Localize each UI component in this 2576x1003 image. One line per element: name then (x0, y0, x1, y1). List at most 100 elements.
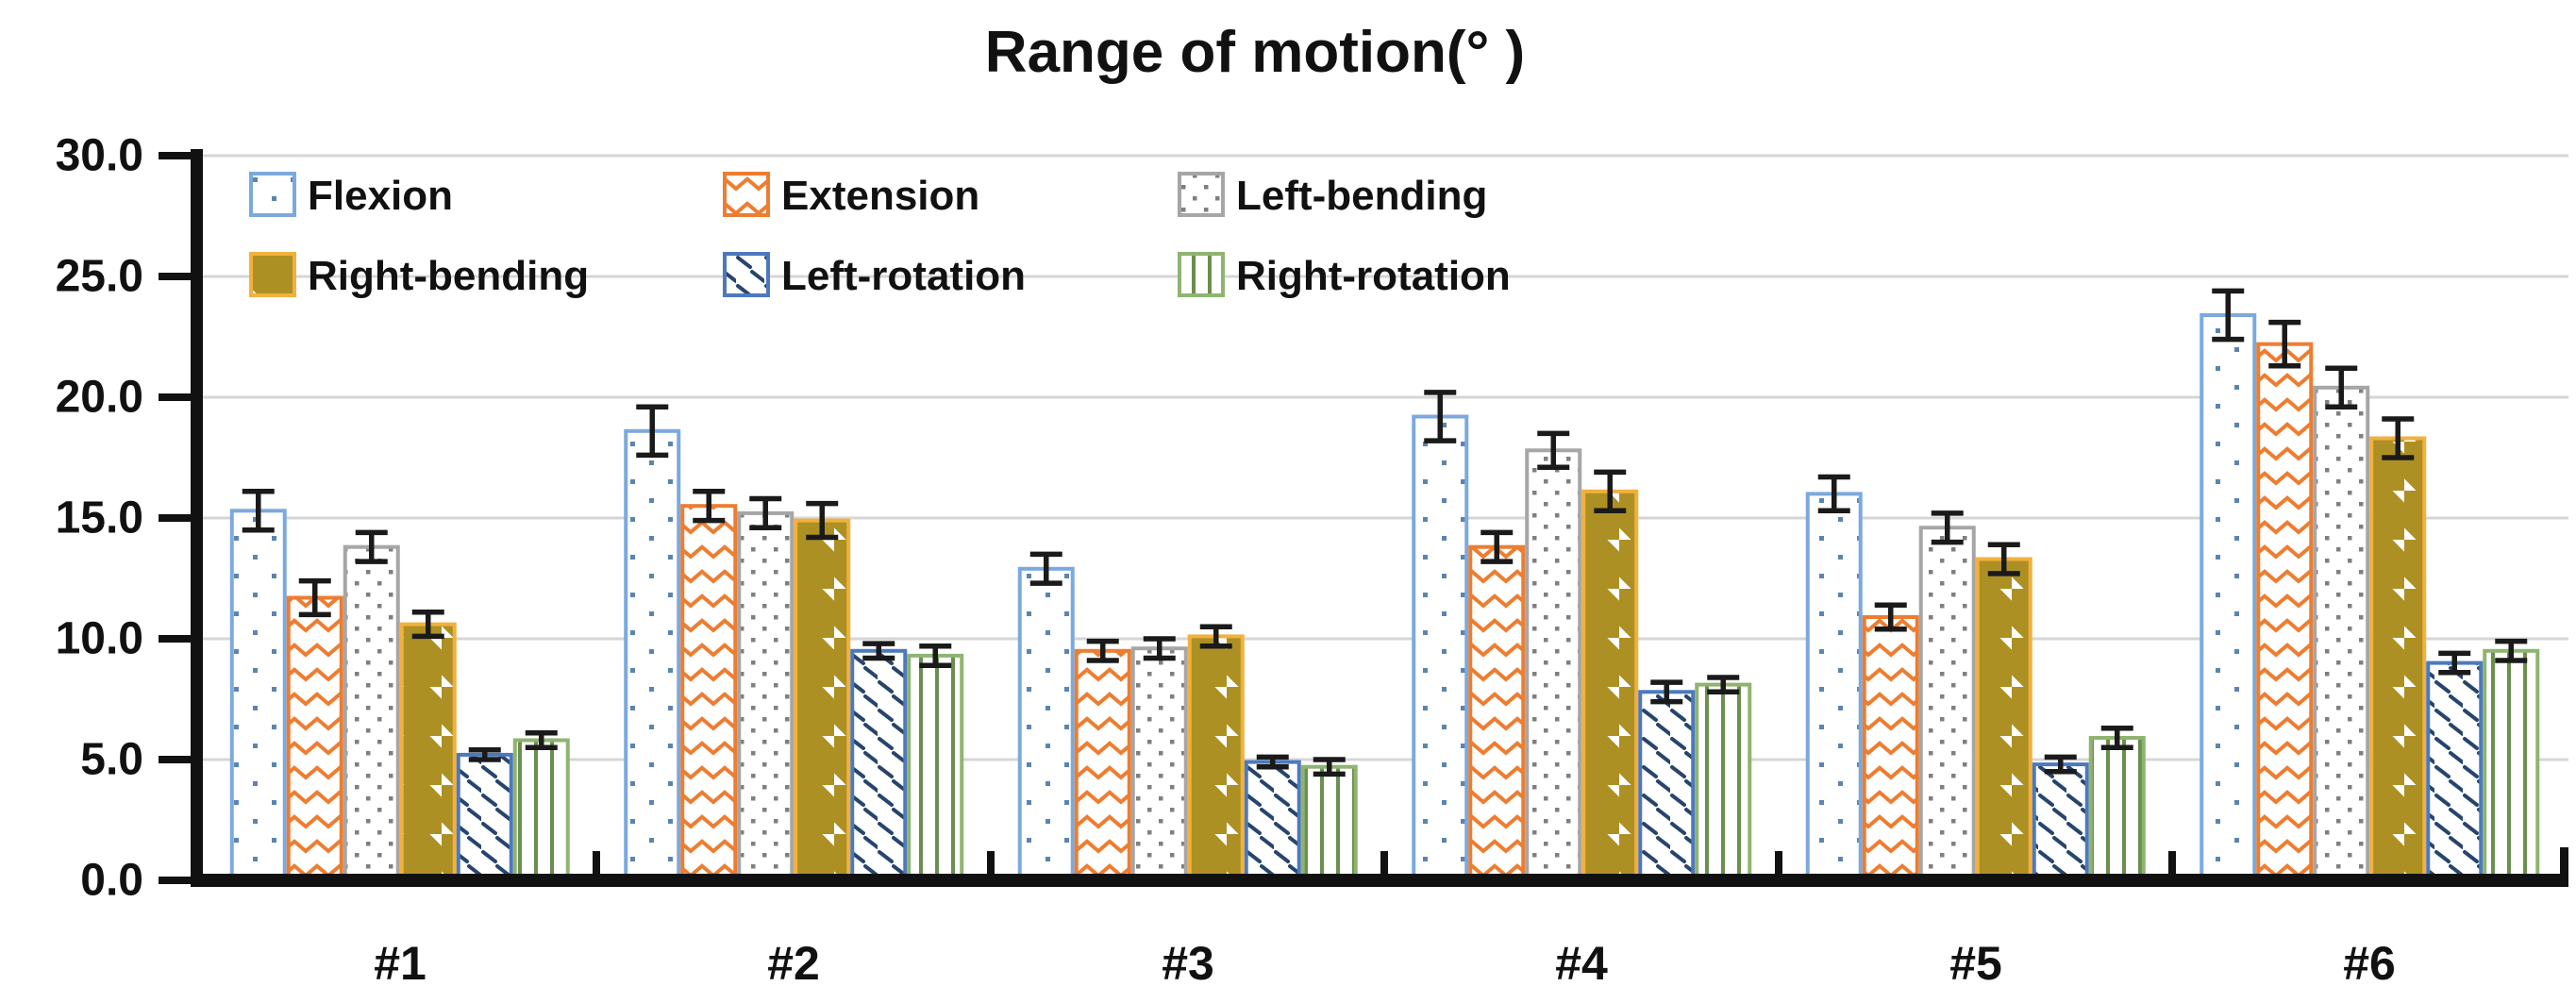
x-axis-end-stub (2560, 847, 2568, 874)
legend-label-left-rotation: Left-rotation (781, 253, 1026, 299)
bar-flexion--6 (2200, 313, 2257, 879)
bar-right-rotation--3 (1300, 764, 1358, 880)
x-label-5: #5 (1949, 937, 2002, 990)
error-bar-left-rotation--1 (468, 747, 501, 762)
bar-right-rotation--4 (1695, 682, 1752, 879)
bar-right-rotation--1 (512, 738, 570, 879)
error-bar-extension--4 (1480, 529, 1514, 564)
error-bar-right-bending--3 (1199, 624, 1232, 649)
error-bar-right-bending--6 (2382, 416, 2415, 460)
x-label-1: #1 (374, 937, 427, 990)
error-bar-right-bending--2 (806, 500, 839, 541)
bar-extension--5 (1862, 615, 1919, 879)
x-separator-2 (987, 851, 995, 874)
error-bar-flexion--1 (242, 489, 275, 533)
legend-label-left-bending: Left-bending (1236, 173, 1487, 219)
error-bar-flexion--4 (1424, 390, 1457, 443)
bar-right-bending--6 (2369, 436, 2427, 879)
bar-left-bending--2 (737, 510, 795, 880)
bar-extension--3 (1074, 648, 1131, 879)
error-bar-left-bending--2 (749, 495, 782, 530)
bar-right-rotation--5 (2088, 736, 2146, 879)
error-bar-right-rotation--1 (525, 730, 558, 750)
bar-extension--6 (2256, 342, 2314, 879)
error-bar-flexion--2 (636, 404, 669, 459)
x-label-3: #3 (1162, 937, 1214, 990)
error-bar-left-rotation--6 (2438, 650, 2471, 676)
error-bar-right-rotation--5 (2100, 725, 2133, 750)
legend-item-flexion: Flexion (249, 172, 453, 219)
x-separator-5 (2168, 851, 2176, 874)
y-label-25: 25.0 (56, 252, 143, 302)
bar-right-rotation--6 (2483, 648, 2540, 879)
bar-extension--1 (286, 595, 343, 879)
legend-swatch-extension-icon (723, 172, 770, 217)
bar-flexion--2 (624, 428, 681, 879)
bar-left-bending--3 (1130, 646, 1188, 880)
bar-right-bending--5 (1975, 557, 2032, 879)
error-bar-left-bending--6 (2325, 365, 2358, 410)
bar-right-bending--3 (1187, 634, 1245, 880)
bar-left-rotation--1 (456, 752, 513, 880)
error-bar-extension--5 (1874, 602, 1907, 632)
legend-item-right-bending: Right-bending (249, 252, 589, 299)
bar-left-rotation--5 (2032, 762, 2089, 879)
error-bar-left-rotation--2 (862, 641, 895, 661)
legend-item-left-rotation: Left-rotation (723, 252, 1026, 299)
y-tick-5 (159, 756, 196, 763)
error-bar-right-bending--1 (411, 610, 444, 640)
error-bar-left-bending--5 (1931, 510, 1964, 545)
x-label-6: #6 (2343, 937, 2396, 990)
y-label-5: 5.0 (80, 735, 143, 785)
error-bar-right-rotation--3 (1313, 757, 1346, 777)
y-label-30: 30.0 (56, 131, 143, 181)
bar-left-rotation--6 (2426, 660, 2484, 879)
y-label-10: 10.0 (56, 614, 143, 664)
x-separator-1 (593, 851, 600, 874)
error-bar-left-rotation--5 (2044, 754, 2077, 775)
bars-layer (229, 288, 2540, 880)
error-bar-left-rotation--3 (1256, 754, 1289, 770)
y-label-0: 0.0 (80, 856, 143, 906)
error-bar-right-rotation--2 (919, 643, 952, 668)
y-tick-30 (159, 152, 196, 159)
legend-swatch-left-rotation-icon (723, 252, 770, 297)
bar-left-bending--4 (1525, 448, 1582, 879)
legend-swatch-flexion-icon (249, 172, 296, 217)
x-separator-4 (1775, 851, 1782, 874)
legend-label-extension: Extension (781, 173, 979, 219)
error-bar-flexion--3 (1029, 551, 1062, 586)
y-tick-0 (159, 877, 196, 884)
x-axis-labels: #1 #2 #3 #4 #5 #6 (374, 937, 2396, 990)
y-label-15: 15.0 (56, 493, 143, 543)
bar-left-bending--5 (1918, 526, 1976, 879)
bar-left-rotation--2 (850, 648, 908, 879)
error-bar-right-bending--4 (1594, 469, 1627, 514)
bar-extension--2 (680, 504, 738, 879)
y-tick-25 (159, 273, 196, 280)
y-tick-20 (159, 393, 196, 401)
bar-right-bending--4 (1581, 489, 1639, 879)
y-axis-line (191, 149, 203, 880)
legend: Flexion Extension Left-bending Right-ben… (249, 172, 1511, 299)
chart-title: Range of motion(° ) (985, 20, 1525, 85)
legend-swatch-right-rotation-icon (1178, 252, 1225, 297)
error-bar-left-bending--4 (1537, 430, 1570, 470)
legend-label-right-rotation: Right-rotation (1236, 253, 1511, 299)
error-bar-right-rotation--6 (2495, 638, 2528, 663)
bar-flexion--4 (1412, 414, 1469, 879)
bar-right-rotation--2 (907, 653, 964, 880)
error-bar-right-rotation--4 (1707, 675, 1740, 695)
bar-flexion--5 (1805, 492, 1863, 880)
bar-extension--4 (1468, 544, 1526, 879)
bar-right-bending--1 (399, 622, 457, 879)
x-label-2: #2 (767, 937, 820, 990)
bar-left-rotation--3 (1244, 760, 1301, 879)
legend-item-extension: Extension (723, 172, 979, 219)
error-bar-extension--6 (2268, 319, 2301, 369)
x-separator-3 (1380, 851, 1388, 874)
error-bar-extension--2 (693, 489, 726, 524)
error-bar-left-rotation--4 (1650, 679, 1683, 705)
